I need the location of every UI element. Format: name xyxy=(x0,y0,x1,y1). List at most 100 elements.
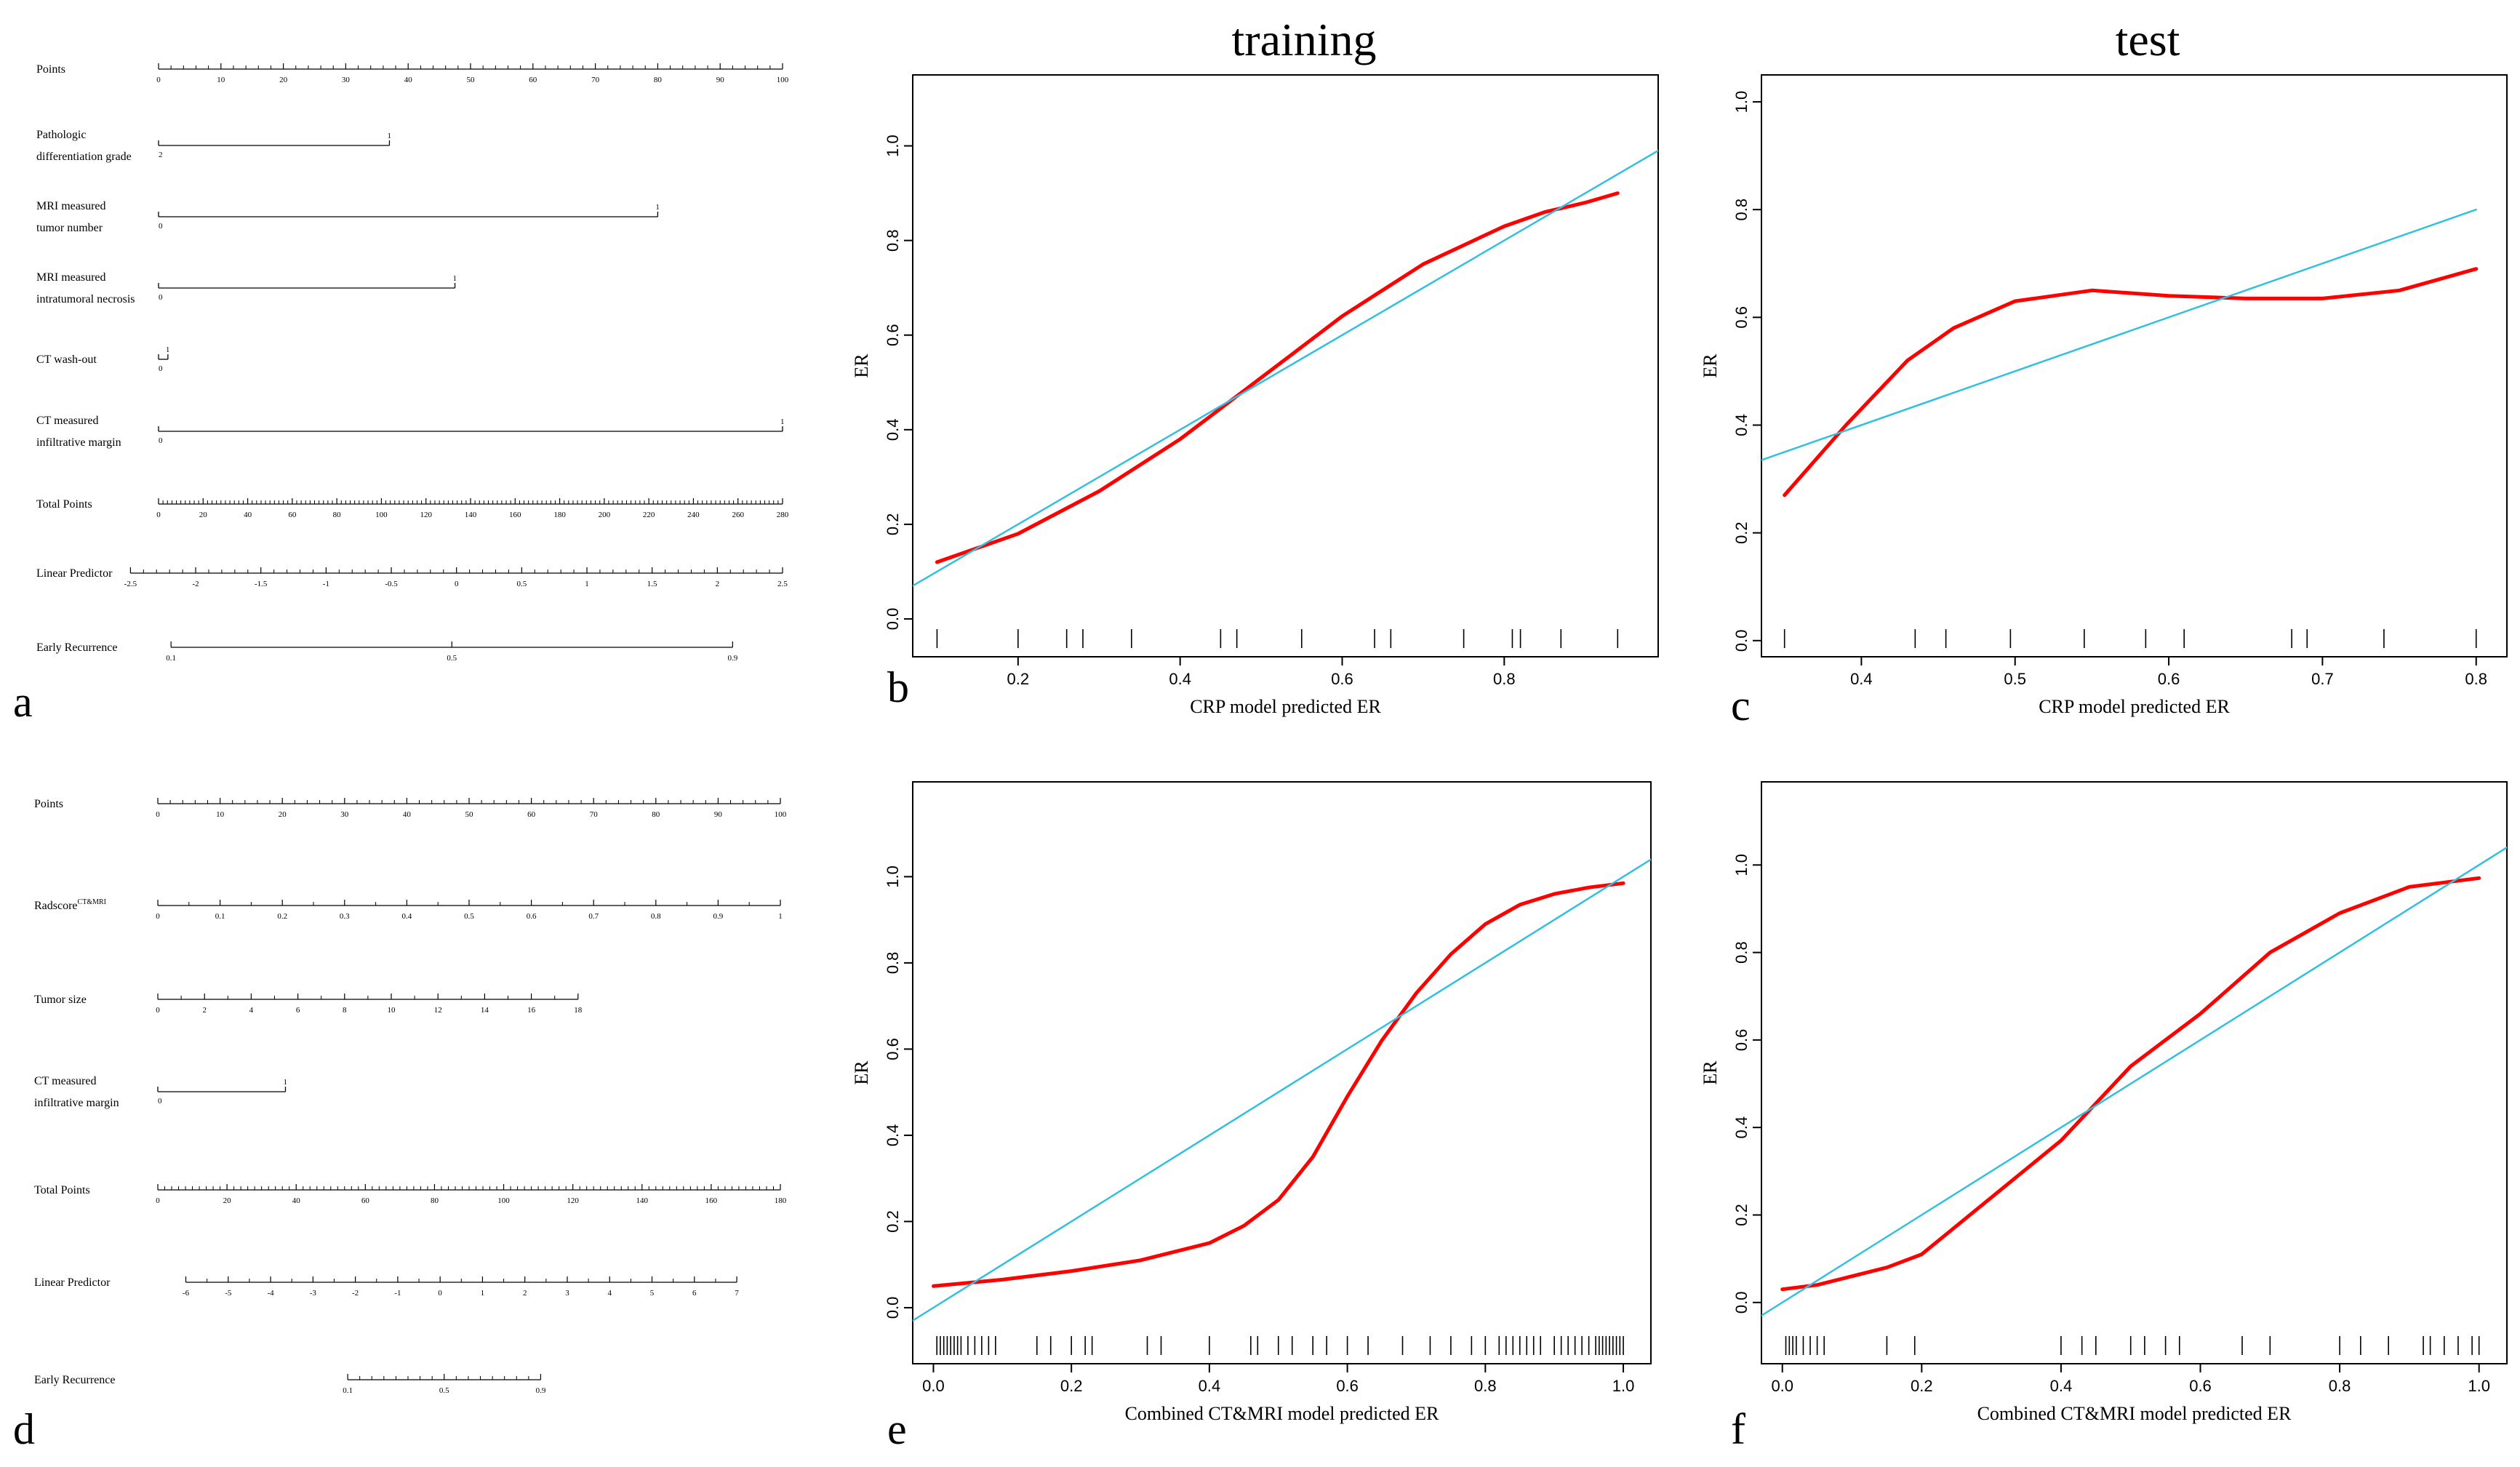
nomogram-tick-label: 7 xyxy=(735,1289,739,1298)
x-axis-tick-label: 0.6 xyxy=(2189,1377,2212,1395)
nomogram-tick-label: 30 xyxy=(342,76,351,84)
nomogram-tick-label: 0 xyxy=(438,1289,442,1298)
nomogram-tick-label: 40 xyxy=(404,76,413,84)
nomogram-tick-label: -4 xyxy=(267,1289,274,1298)
nomogram-tick-label: 120 xyxy=(420,511,432,519)
plot-frame xyxy=(1761,781,2508,1364)
nomogram-tick-label: 100 xyxy=(775,810,787,819)
nomogram-tick-label: 2 xyxy=(523,1289,527,1298)
y-axis-tick-label: 0.0 xyxy=(1732,1291,1751,1314)
nomogram-tick-label: -2 xyxy=(352,1289,359,1298)
nomogram-tick-label: 30 xyxy=(340,810,349,819)
y-axis-tick-label: 1.0 xyxy=(1732,854,1751,876)
nomogram-tick-label: 2 xyxy=(202,1006,207,1015)
panel-letter-e: e xyxy=(887,1405,907,1453)
y-axis-tick-label: 0.4 xyxy=(884,1124,902,1147)
nomogram-row: Early Recurrence 0.1 0.5 0.9 xyxy=(34,1374,546,1395)
nomogram-tick-label: -1 xyxy=(323,580,329,588)
nomogram-tick-label: 2.5 xyxy=(777,580,788,588)
nomogram-tick-label: 50 xyxy=(467,76,476,84)
nomogram-row-label: CT measured xyxy=(34,1075,96,1087)
plot-series-group xyxy=(1761,208,2479,497)
calibration-curve xyxy=(935,191,1620,564)
ideal-reference-line xyxy=(1761,208,2477,461)
x-axis-tick-label: 0.6 xyxy=(1331,670,1353,688)
y-axis-tick-label: 0.8 xyxy=(884,229,902,252)
x-axis-tick-label: 0.8 xyxy=(1493,670,1516,688)
nomogram-row: CT wash-out 0 1 xyxy=(36,345,169,373)
nomogram-tick-label: 10 xyxy=(388,1006,396,1015)
nomogram-tick-label: 0.1 xyxy=(166,654,176,663)
y-axis-tick-label: 0.6 xyxy=(884,1038,902,1060)
nomogram-tick-label: 0 xyxy=(158,1097,162,1106)
nomogram-row-label: CT measured xyxy=(36,415,98,427)
nomogram-row-label: Early Recurrence xyxy=(36,641,117,654)
calibration-plot-combined-test: 0.0 0.2 0.4 0.6 0.8 1.0 0.0 0.2 0.4 0.6 0.8 1.0 Comb… xyxy=(1700,781,2508,1424)
nomogram-tick-label: 100 xyxy=(375,511,388,519)
nomogram-tick-label: 0 xyxy=(156,1196,160,1205)
ideal-reference-line xyxy=(913,858,1651,1322)
panel-letter-d: d xyxy=(13,1405,35,1453)
plot-frame xyxy=(912,74,1659,657)
nomogram-tick-label: 0 xyxy=(156,76,161,84)
nomogram-row: Linear Predictor -2.5 -2 -1.5 -1 -0.5 0 0.5 1 1.5… xyxy=(36,567,788,588)
nomogram-tick-label: 0 xyxy=(455,580,459,588)
column-title-training: training xyxy=(1231,14,1376,65)
plot-frame xyxy=(1761,74,2508,657)
nomogram-tick-label: -6 xyxy=(183,1289,190,1298)
plot-series-group xyxy=(1761,846,2507,1317)
nomogram-tick-label: 120 xyxy=(567,1196,579,1205)
x-axis-tick-label: 1.0 xyxy=(2468,1377,2490,1395)
x-axis-tick-label: 0.2 xyxy=(1007,670,1030,688)
plot-series-group xyxy=(913,858,1651,1322)
nomogram-tick-label: 160 xyxy=(509,511,521,519)
nomogram-row-label: infiltrative margin xyxy=(36,436,121,449)
nomogram-tick-label: 0.6 xyxy=(527,912,537,921)
nomogram-row: Tumor size 0 2 4 6 8 10 12 14 16 18 xyxy=(34,994,583,1015)
nomogram-tick-label: -0.5 xyxy=(385,580,398,588)
calibration-curve xyxy=(1783,267,2479,497)
plot-series-group xyxy=(913,149,1658,587)
nomogram-tick-label: 12 xyxy=(434,1006,442,1015)
nomogram-tick-label: 10 xyxy=(217,76,225,84)
y-axis-tick-label: 0.0 xyxy=(884,608,902,631)
plot-frame xyxy=(912,781,1652,1364)
nomogram-tick-label: 2 xyxy=(716,580,720,588)
nomogram-row-label: differentiation grade xyxy=(36,151,132,163)
nomogram-tick-label: 0.7 xyxy=(588,912,599,921)
nomogram-row-label: tumor number xyxy=(36,222,103,234)
nomogram-tick-label: 1 xyxy=(655,203,660,212)
nomogram-tick-label: 14 xyxy=(481,1006,489,1015)
x-axis-tick-label: 0.0 xyxy=(922,1377,945,1395)
nomogram-tick-label: 40 xyxy=(244,511,252,519)
nomogram-tick-label: 1 xyxy=(387,132,391,140)
nomogram-tick-label: 180 xyxy=(775,1196,787,1205)
ideal-reference-line xyxy=(913,149,1658,587)
nomogram-row-label: Linear Predictor xyxy=(34,1276,111,1289)
nomogram-tick-label: 60 xyxy=(288,511,297,519)
nomogram-row: MRI measured intratumoral necrosis 0 1 xyxy=(36,271,457,305)
y-axis-tick-label: 0.0 xyxy=(884,1297,902,1319)
nomogram-tick-label: 0 xyxy=(156,1006,160,1015)
nomogram-tick-label: -1.5 xyxy=(255,580,268,588)
nomogram-tick-label: 0 xyxy=(156,810,160,819)
nomogram-tick-label: 60 xyxy=(361,1196,370,1205)
x-axis-tick-label: 0.4 xyxy=(2050,1377,2073,1395)
nomogram-tick-label: 0.4 xyxy=(402,912,412,921)
y-axis-tick-label: 0.6 xyxy=(1732,306,1751,329)
nomogram-tick-label: 0.3 xyxy=(340,912,350,921)
nomogram-tick-label: 18 xyxy=(574,1006,583,1015)
ideal-reference-line xyxy=(1761,846,2507,1317)
nomogram-tick-label: 1 xyxy=(166,345,170,354)
nomogram-tick-label: 80 xyxy=(431,1196,439,1205)
calibration-curve xyxy=(932,881,1625,1288)
nomogram-tick-label: 4 xyxy=(249,1006,254,1015)
nomogram-tick-label: 180 xyxy=(553,511,566,519)
nomogram-tick-label: 16 xyxy=(527,1006,536,1015)
x-axis-label: Combined CT&MRI model predicted ER xyxy=(1125,1403,1439,1424)
nomogram-tick-label: 0.5 xyxy=(464,912,474,921)
